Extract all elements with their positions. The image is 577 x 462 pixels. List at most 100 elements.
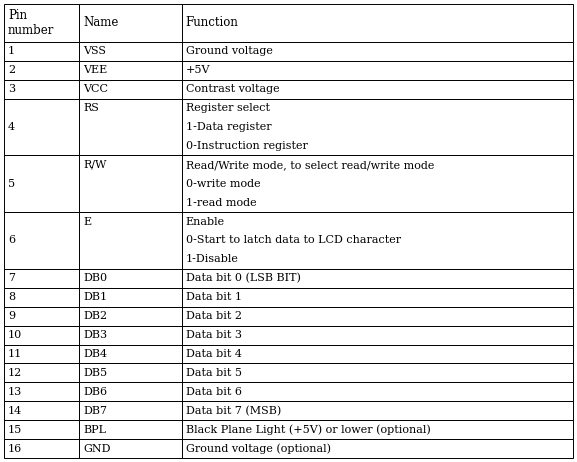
Text: Contrast voltage: Contrast voltage — [186, 84, 279, 94]
Text: Ground voltage (optional): Ground voltage (optional) — [186, 443, 331, 454]
Bar — [4, 61, 79, 79]
Text: GND: GND — [83, 444, 111, 454]
Text: 8: 8 — [8, 292, 15, 302]
Text: 3: 3 — [8, 84, 15, 94]
Text: Data bit 0 (LSB BIT): Data bit 0 (LSB BIT) — [186, 273, 301, 284]
Text: 2: 2 — [8, 65, 15, 75]
Bar — [79, 4, 182, 42]
Bar — [4, 401, 79, 420]
Text: 4: 4 — [8, 122, 15, 132]
Text: 1-read mode: 1-read mode — [186, 198, 256, 207]
Bar — [79, 420, 182, 439]
Text: 12: 12 — [8, 368, 23, 378]
Text: Enable: Enable — [186, 217, 224, 226]
Text: BPL: BPL — [83, 425, 106, 435]
Bar — [182, 439, 573, 458]
Bar — [182, 364, 573, 383]
Text: E: E — [83, 217, 91, 226]
Bar — [182, 4, 573, 42]
Text: 0-Start to latch data to LCD character: 0-Start to latch data to LCD character — [186, 236, 400, 245]
Bar — [4, 269, 79, 288]
Text: DB4: DB4 — [83, 349, 107, 359]
Text: 1: 1 — [8, 46, 15, 56]
Text: 5: 5 — [8, 179, 15, 188]
Text: 13: 13 — [8, 387, 23, 397]
Bar — [79, 42, 182, 61]
Bar — [79, 439, 182, 458]
Text: Function: Function — [186, 17, 238, 30]
Text: Register select: Register select — [186, 103, 269, 113]
Bar — [4, 79, 79, 98]
Text: DB6: DB6 — [83, 387, 107, 397]
Bar — [182, 383, 573, 401]
Bar — [79, 345, 182, 364]
Bar — [4, 4, 79, 42]
Bar — [4, 155, 79, 212]
Text: Name: Name — [83, 17, 118, 30]
Text: 1-Disable: 1-Disable — [186, 255, 238, 264]
Text: 16: 16 — [8, 444, 23, 454]
Bar — [182, 212, 573, 269]
Text: 14: 14 — [8, 406, 23, 416]
Bar — [182, 269, 573, 288]
Bar — [79, 269, 182, 288]
Text: Data bit 2: Data bit 2 — [186, 311, 242, 321]
Bar — [4, 383, 79, 401]
Bar — [79, 79, 182, 98]
Text: DB7: DB7 — [83, 406, 107, 416]
Bar — [4, 212, 79, 269]
Text: DB5: DB5 — [83, 368, 107, 378]
Text: 11: 11 — [8, 349, 23, 359]
Bar — [4, 42, 79, 61]
Bar — [182, 401, 573, 420]
Bar — [4, 288, 79, 307]
Bar — [79, 364, 182, 383]
Text: VSS: VSS — [83, 46, 106, 56]
Text: DB2: DB2 — [83, 311, 107, 321]
Text: Data bit 5: Data bit 5 — [186, 368, 242, 378]
Bar — [182, 307, 573, 326]
Text: Read/Write mode, to select read/write mode: Read/Write mode, to select read/write mo… — [186, 160, 434, 170]
Text: Ground voltage: Ground voltage — [186, 46, 272, 56]
Text: RS: RS — [83, 103, 99, 113]
Bar — [182, 61, 573, 79]
Bar — [182, 42, 573, 61]
Bar — [4, 307, 79, 326]
Bar — [4, 326, 79, 345]
Text: VCC: VCC — [83, 84, 108, 94]
Bar — [182, 420, 573, 439]
Text: 0-Instruction register: 0-Instruction register — [186, 141, 308, 151]
Text: Black Plane Light (+5V) or lower (optional): Black Plane Light (+5V) or lower (option… — [186, 424, 430, 435]
Bar — [182, 326, 573, 345]
Bar — [4, 345, 79, 364]
Bar — [4, 420, 79, 439]
Text: 7: 7 — [8, 274, 15, 283]
Bar — [79, 98, 182, 155]
Bar — [79, 401, 182, 420]
Bar — [4, 98, 79, 155]
Bar — [182, 345, 573, 364]
Text: Data bit 3: Data bit 3 — [186, 330, 242, 340]
Text: 1-Data register: 1-Data register — [186, 122, 271, 132]
Text: DB3: DB3 — [83, 330, 107, 340]
Text: DB0: DB0 — [83, 274, 107, 283]
Bar — [79, 288, 182, 307]
Text: Data bit 4: Data bit 4 — [186, 349, 242, 359]
Text: Pin
number: Pin number — [8, 9, 54, 37]
Text: 10: 10 — [8, 330, 23, 340]
Bar — [79, 212, 182, 269]
Text: DB1: DB1 — [83, 292, 107, 302]
Text: R/W: R/W — [83, 160, 107, 170]
Bar — [79, 61, 182, 79]
Bar — [79, 383, 182, 401]
Bar — [4, 439, 79, 458]
Bar — [79, 307, 182, 326]
Bar — [79, 155, 182, 212]
Text: VEE: VEE — [83, 65, 107, 75]
Text: 6: 6 — [8, 236, 15, 245]
Bar — [182, 155, 573, 212]
Bar — [182, 98, 573, 155]
Text: Data bit 6: Data bit 6 — [186, 387, 242, 397]
Bar — [4, 364, 79, 383]
Text: Data bit 7 (MSB): Data bit 7 (MSB) — [186, 406, 281, 416]
